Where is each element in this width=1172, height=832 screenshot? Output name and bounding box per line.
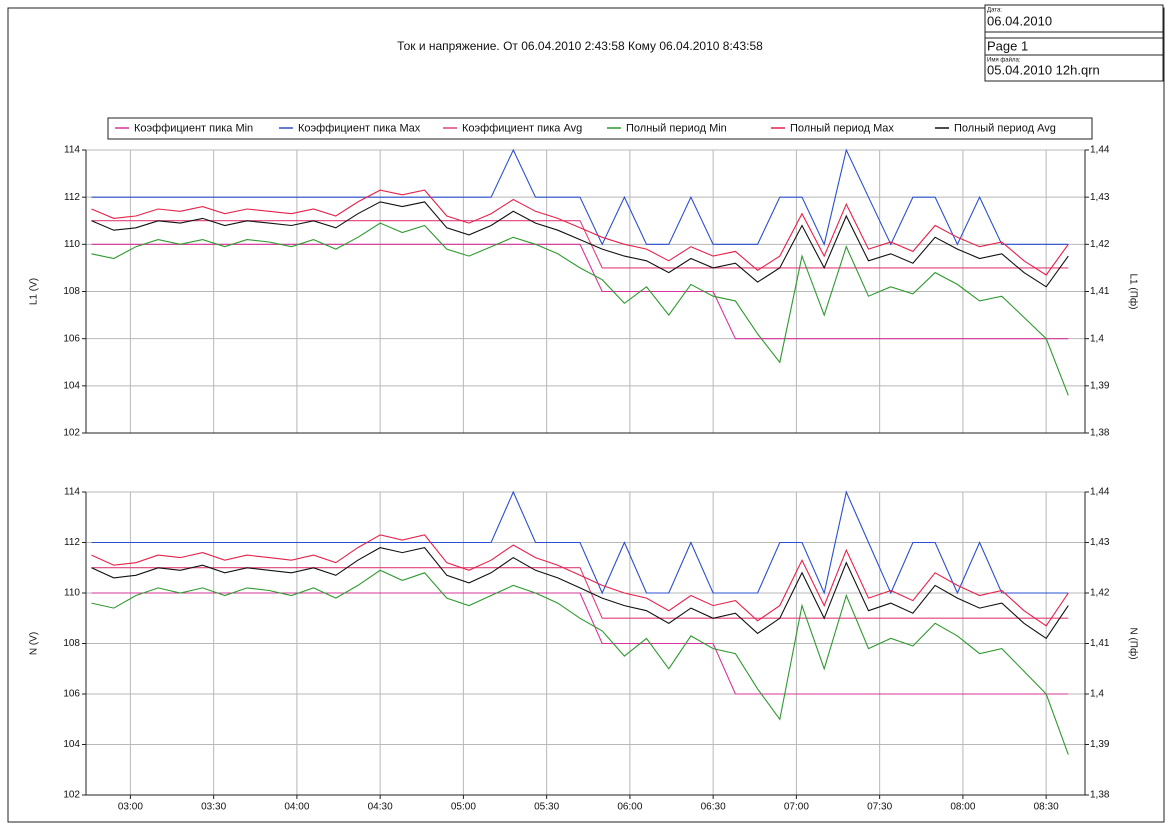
series-line	[91, 569, 1069, 755]
series-line	[91, 490, 1069, 595]
y2-tick-label: 1,39	[1090, 380, 1110, 391]
y2-axis-label: N (Пф)	[1127, 627, 1139, 659]
date-label: Дата:	[987, 8, 1002, 14]
y-tick-label: 114	[64, 145, 80, 156]
x-tick-label: 06:30	[701, 802, 726, 813]
x-tick-label: 04:30	[368, 802, 393, 813]
y2-tick-label: 1,38	[1090, 428, 1110, 439]
chart-title: Ток и напряжение. От 06.04.2010 2:43:58 …	[397, 39, 763, 53]
series-line	[91, 201, 1069, 288]
series-line	[91, 148, 1069, 246]
y2-tick-label: 1,41	[1090, 638, 1110, 649]
file-label: Имя файла:	[987, 57, 1021, 64]
x-tick-label: 03:30	[201, 802, 226, 813]
series-line	[91, 567, 1069, 619]
y2-tick-label: 1,44	[1090, 145, 1110, 156]
y2-tick-label: 1,38	[1090, 790, 1110, 801]
legend-label: Коэффициент пика Avg	[462, 122, 582, 134]
x-tick-label: 07:30	[867, 802, 892, 813]
date: 06.04.2010	[987, 13, 1052, 28]
x-tick-label: 07:00	[784, 802, 809, 813]
y2-tick-label: 1,43	[1090, 537, 1110, 548]
series-line	[91, 222, 1069, 396]
y-tick-label: 112	[64, 537, 80, 548]
series-line	[91, 534, 1069, 627]
y-tick-label: 104	[63, 380, 80, 391]
y2-tick-label: 1,42	[1090, 239, 1110, 250]
x-tick-label: 05:30	[534, 802, 559, 813]
series-line	[91, 220, 1069, 269]
x-tick-label: 03:00	[118, 802, 143, 813]
y-tick-label: 106	[63, 333, 80, 344]
x-tick-label: 08:00	[950, 802, 975, 813]
y2-tick-label: 1,44	[1090, 487, 1110, 498]
y-tick-label: 108	[63, 638, 80, 649]
y-tick-label: 106	[63, 689, 80, 700]
page-number: Page 1	[987, 38, 1028, 53]
y-tick-label: 104	[63, 739, 80, 750]
y-tick-label: 112	[64, 192, 80, 203]
y-tick-label: 102	[63, 428, 80, 439]
series-line	[91, 546, 1069, 640]
series-line	[91, 592, 1069, 695]
y-axis-label: L1 (V)	[29, 278, 40, 305]
legend-label: Полный период Min	[626, 122, 727, 134]
page-border	[7, 7, 1165, 823]
y2-tick-label: 1,39	[1090, 739, 1110, 750]
y-tick-label: 110	[64, 588, 80, 599]
y-tick-label: 114	[64, 487, 80, 498]
y-axis-label: N (V)	[29, 632, 40, 655]
y2-tick-label: 1,4	[1090, 333, 1104, 344]
y2-tick-label: 1,42	[1090, 588, 1110, 599]
y2-tick-label: 1,41	[1090, 286, 1110, 297]
file-name: 05.04.2010 12h.qrn	[987, 62, 1100, 77]
legend-box	[107, 117, 1093, 140]
legend-label: Полный период Max	[790, 122, 894, 134]
legend-label: Полный период Avg	[954, 122, 1056, 134]
header-box: Дата: 06.04.2010 Page 1 Имя файла: 05.04…	[984, 4, 1164, 82]
series-line	[91, 189, 1069, 276]
x-tick-label: 06:00	[617, 802, 642, 813]
x-tick-label: 04:00	[284, 802, 309, 813]
x-tick-label: 05:00	[451, 802, 476, 813]
legend-label: Коэффициент пика Max	[298, 122, 421, 134]
legend-label: Коэффициент пика Min	[134, 122, 253, 134]
y2-tick-label: 1,43	[1090, 192, 1110, 203]
x-tick-label: 08:30	[1034, 802, 1059, 813]
series-line	[91, 243, 1069, 340]
y-tick-label: 110	[64, 239, 80, 250]
y2-axis-label: L1 (Пф)	[1127, 274, 1139, 310]
y-tick-label: 108	[63, 286, 80, 297]
y2-tick-label: 1,4	[1090, 689, 1104, 700]
y-tick-label: 102	[63, 790, 80, 801]
